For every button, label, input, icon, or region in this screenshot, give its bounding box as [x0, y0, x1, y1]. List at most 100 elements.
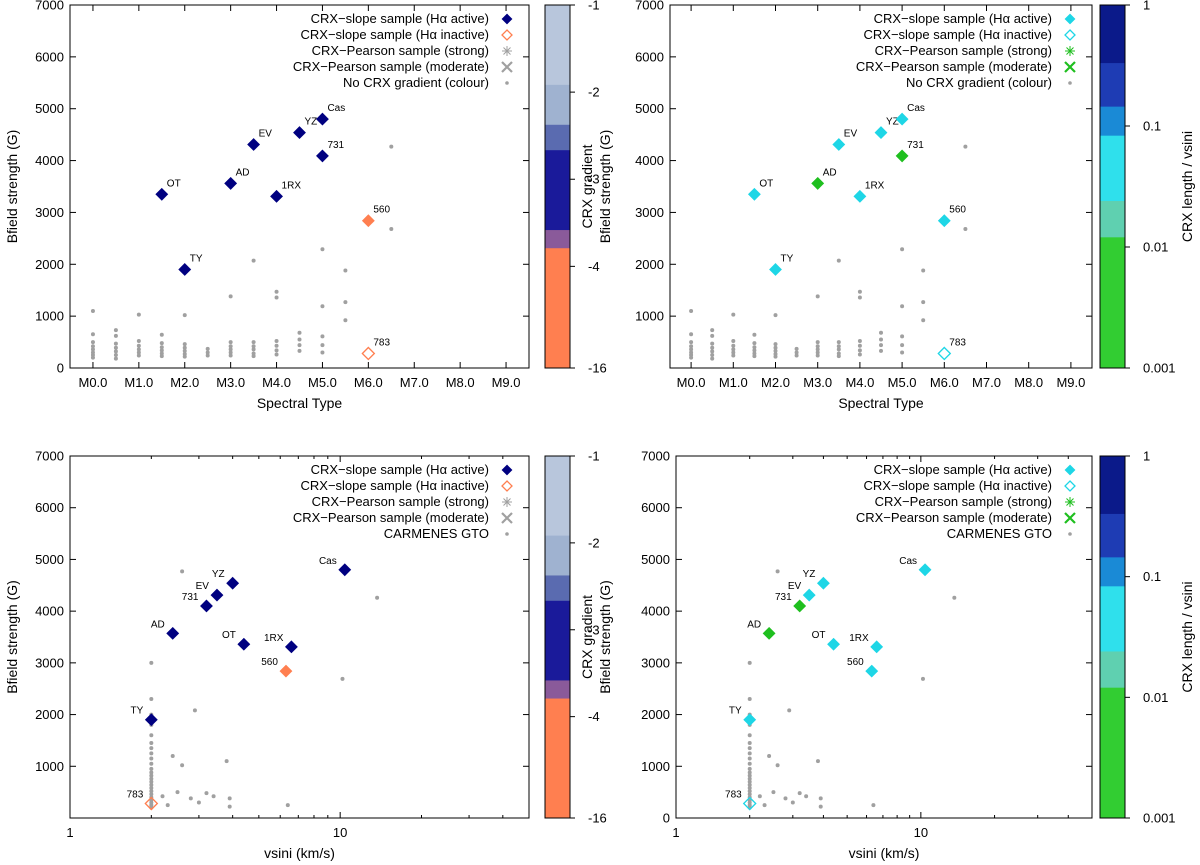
background-point — [274, 352, 279, 357]
x-axis-label: Spectral Type — [257, 395, 343, 411]
background-point — [773, 354, 778, 359]
background-point — [689, 308, 694, 313]
colorbar-frame — [1099, 4, 1126, 369]
y-tick-label: 3000 — [35, 205, 64, 220]
data-label-AD: AD — [823, 167, 837, 178]
background-point — [149, 782, 154, 787]
background-point — [211, 794, 216, 799]
background-point — [752, 354, 757, 359]
background-point — [757, 794, 762, 799]
background-point — [731, 353, 736, 358]
background-point — [90, 355, 95, 360]
background-point — [170, 753, 175, 758]
background-point — [320, 350, 325, 355]
x-tick-label: M3.0 — [216, 375, 245, 390]
data-point-TY — [144, 713, 158, 727]
background-point — [752, 332, 757, 337]
data-label-Cas: Cas — [319, 556, 337, 567]
background-point — [797, 791, 802, 796]
background-point — [228, 294, 233, 299]
legend-marker-diamond — [1064, 13, 1076, 25]
data-point-1RX — [853, 189, 867, 203]
background-point — [710, 328, 715, 333]
background-point — [879, 337, 883, 342]
data-point-OT — [747, 187, 761, 201]
colorbar-tick-label: -4 — [588, 709, 600, 724]
background-point — [205, 346, 210, 351]
data-point-1RX — [284, 640, 298, 654]
colorbar-segment — [545, 150, 570, 231]
background-point — [921, 318, 926, 323]
background-point — [689, 344, 694, 349]
background-point — [285, 803, 290, 808]
colorbar: -1 -2 -3 -4 -16 CRX gradient — [544, 449, 607, 826]
data-label-AD: AD — [236, 167, 250, 178]
background-point — [818, 796, 823, 801]
colorbar-frame — [544, 4, 571, 369]
background-point — [165, 803, 170, 808]
background-point — [963, 144, 968, 149]
background-point — [149, 779, 154, 784]
background-point — [297, 337, 302, 342]
background-point — [343, 318, 348, 323]
x-tick-label: 1 — [66, 825, 73, 840]
background-point — [900, 350, 905, 355]
data-point-AD — [166, 626, 180, 640]
data-point-YZ — [874, 126, 888, 139]
background-point — [113, 349, 118, 354]
background-point — [180, 763, 185, 768]
background-point — [320, 334, 325, 339]
data-point-560 — [361, 214, 375, 228]
legend-marker-star — [1065, 46, 1075, 56]
legend-entry-label: No CRX gradient (colour) — [906, 75, 1052, 90]
y-tick-label: 6000 — [35, 49, 64, 64]
background-point — [149, 789, 154, 794]
background-point — [228, 347, 233, 352]
background-point — [136, 312, 141, 317]
background-point — [149, 741, 154, 746]
background-point — [224, 759, 229, 764]
background-point — [297, 330, 302, 335]
legend-marker-cross — [501, 512, 513, 524]
colorbar-tick-label: 0.01 — [1143, 690, 1168, 705]
legend-entry-label: CRX−Pearson sample (moderate) — [293, 59, 489, 74]
background-point — [790, 800, 795, 805]
background-point — [731, 343, 736, 348]
background-point — [251, 258, 256, 263]
data-point-OT — [827, 637, 840, 651]
background-point — [320, 304, 325, 309]
chart-panel-bottom-right: 0 1000 2000 3000 4000 5000 6000 7000 1 10 vsini (k… — [597, 449, 1195, 862]
data-point-EV — [210, 588, 224, 602]
y-tick-label: 0 — [663, 811, 670, 826]
background-point — [752, 345, 757, 350]
y-tick-label: 2000 — [35, 707, 64, 722]
background-point — [320, 343, 325, 348]
background-point — [182, 313, 187, 318]
background-point — [900, 304, 905, 309]
background-point — [879, 330, 883, 335]
data-point-Cas — [895, 112, 909, 126]
colorbar-tick-label: -4 — [588, 259, 600, 274]
background-point — [113, 356, 118, 361]
background-point — [227, 796, 232, 801]
legend-marker-diamond-open — [501, 29, 513, 41]
colorbar-segment — [545, 84, 570, 126]
background-point — [113, 345, 118, 350]
background-point — [113, 353, 118, 358]
colorbar-title: CRX gradient — [579, 595, 595, 679]
legend-entry-label: CRX−slope sample (Hα active) — [874, 11, 1052, 26]
background-point — [149, 792, 154, 797]
data-point-YZ — [816, 576, 830, 590]
x-tick-label: M3.0 — [803, 375, 832, 390]
y-tick-label: 4000 — [35, 153, 64, 168]
x-tick-label: 1 — [672, 825, 679, 840]
legend-entry-label: CARMENES GTO — [384, 526, 489, 541]
background-point — [689, 332, 694, 337]
background-point — [731, 339, 736, 344]
background-point — [136, 347, 141, 352]
colorbar-segment — [545, 124, 570, 151]
data-label-783: 783 — [127, 790, 144, 801]
chart-panel-bottom-left: 1000 2000 3000 4000 5000 6000 7000 1 10 vsini (km… — [4, 449, 607, 862]
background-point — [175, 790, 180, 795]
background-point — [747, 697, 752, 702]
